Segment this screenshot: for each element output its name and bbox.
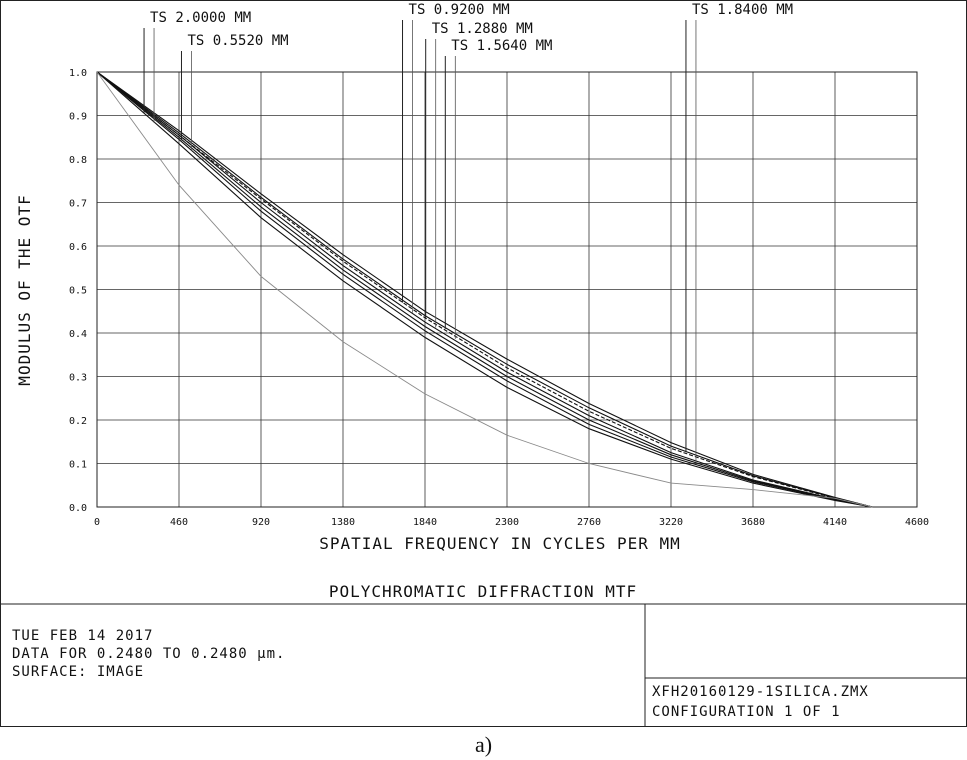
x-tick-label: 3680 — [741, 517, 765, 528]
x-tick-label: 0 — [94, 517, 100, 528]
y-tick-label: 0.4 — [69, 329, 87, 340]
y-tick-label: 0.3 — [69, 373, 87, 384]
x-tick-label: 460 — [170, 517, 188, 528]
mtf-series-line — [96, 71, 873, 508]
mtf-series-line — [96, 71, 873, 508]
series-group — [96, 71, 873, 508]
x-tick-label: 4600 — [905, 517, 929, 528]
mtf-series-line — [96, 71, 873, 508]
y-tick-label: 0.5 — [69, 286, 87, 297]
mtf-series-line — [96, 71, 873, 508]
legend-group: TS 2.0000 MM TS 0.5520 MM TS 0.9200 MM TS 1… — [143, 2, 793, 463]
footer-config: CONFIGURATION 1 OF 1 — [652, 704, 841, 720]
mtf-series-line — [96, 71, 873, 508]
legend-label: TS 0.9200 MM — [409, 2, 510, 18]
plot-area — [96, 71, 918, 508]
y-tick-label: 0.2 — [69, 416, 87, 427]
mtf-series-line — [96, 71, 873, 508]
legend-label: TS 1.8400 MM — [692, 2, 793, 18]
x-tick-label: 2760 — [577, 517, 601, 528]
x-tick-label: 920 — [252, 517, 270, 528]
mtf-chart: TS 2.0000 MM TS 0.5520 MM TS 0.9200 MM TS 1… — [0, 2, 967, 727]
x-tick-labels: 0 460 920 1380 1840 2300 2760 3220 3680 4140 4600 — [94, 517, 929, 528]
footer-wavelength: DATA FOR 0.2480 TO 0.2480 µm. — [12, 646, 285, 662]
grid — [97, 72, 917, 507]
figure-caption: a) — [474, 732, 493, 757]
y-tick-label: 0.8 — [69, 155, 87, 166]
legend-label: TS 2.0000 MM — [150, 10, 251, 26]
y-tick-label: 0.9 — [69, 112, 87, 123]
legend-label: TS 0.5520 MM — [187, 33, 288, 49]
x-axis-label: SPATIAL FREQUENCY IN CYCLES PER MM — [319, 534, 681, 553]
x-tick-label: 2300 — [495, 517, 519, 528]
legend-label: TS 1.2880 MM — [432, 21, 533, 37]
x-tick-label: 4140 — [823, 517, 847, 528]
y-tick-label: 0.7 — [69, 199, 87, 210]
y-tick-label: 1.0 — [69, 68, 87, 79]
legend-label: TS 1.5640 MM — [451, 38, 552, 54]
footer-surface: SURFACE: IMAGE — [12, 664, 144, 680]
footer-file: XFH20160129-1SILICA.ZMX — [652, 684, 869, 700]
y-axis-label: MODULUS OF THE OTF — [15, 194, 34, 385]
y-tick-label: 0.6 — [69, 242, 87, 253]
y-tick-label: 0.0 — [69, 503, 87, 514]
x-tick-label: 1380 — [331, 517, 355, 528]
chart-title: POLYCHROMATIC DIFFRACTION MTF — [329, 582, 637, 601]
x-tick-label: 1840 — [413, 517, 437, 528]
mtf-series-line — [96, 71, 873, 508]
y-tick-label: 0.1 — [69, 460, 87, 471]
y-tick-labels: 0.0 0.1 0.2 0.3 0.4 0.5 0.6 0.7 0.8 0.9 1.0 — [69, 68, 87, 514]
x-tick-label: 3220 — [659, 517, 683, 528]
footer-date: TUE FEB 14 2017 — [12, 628, 153, 644]
mtf-series-line — [96, 71, 873, 508]
